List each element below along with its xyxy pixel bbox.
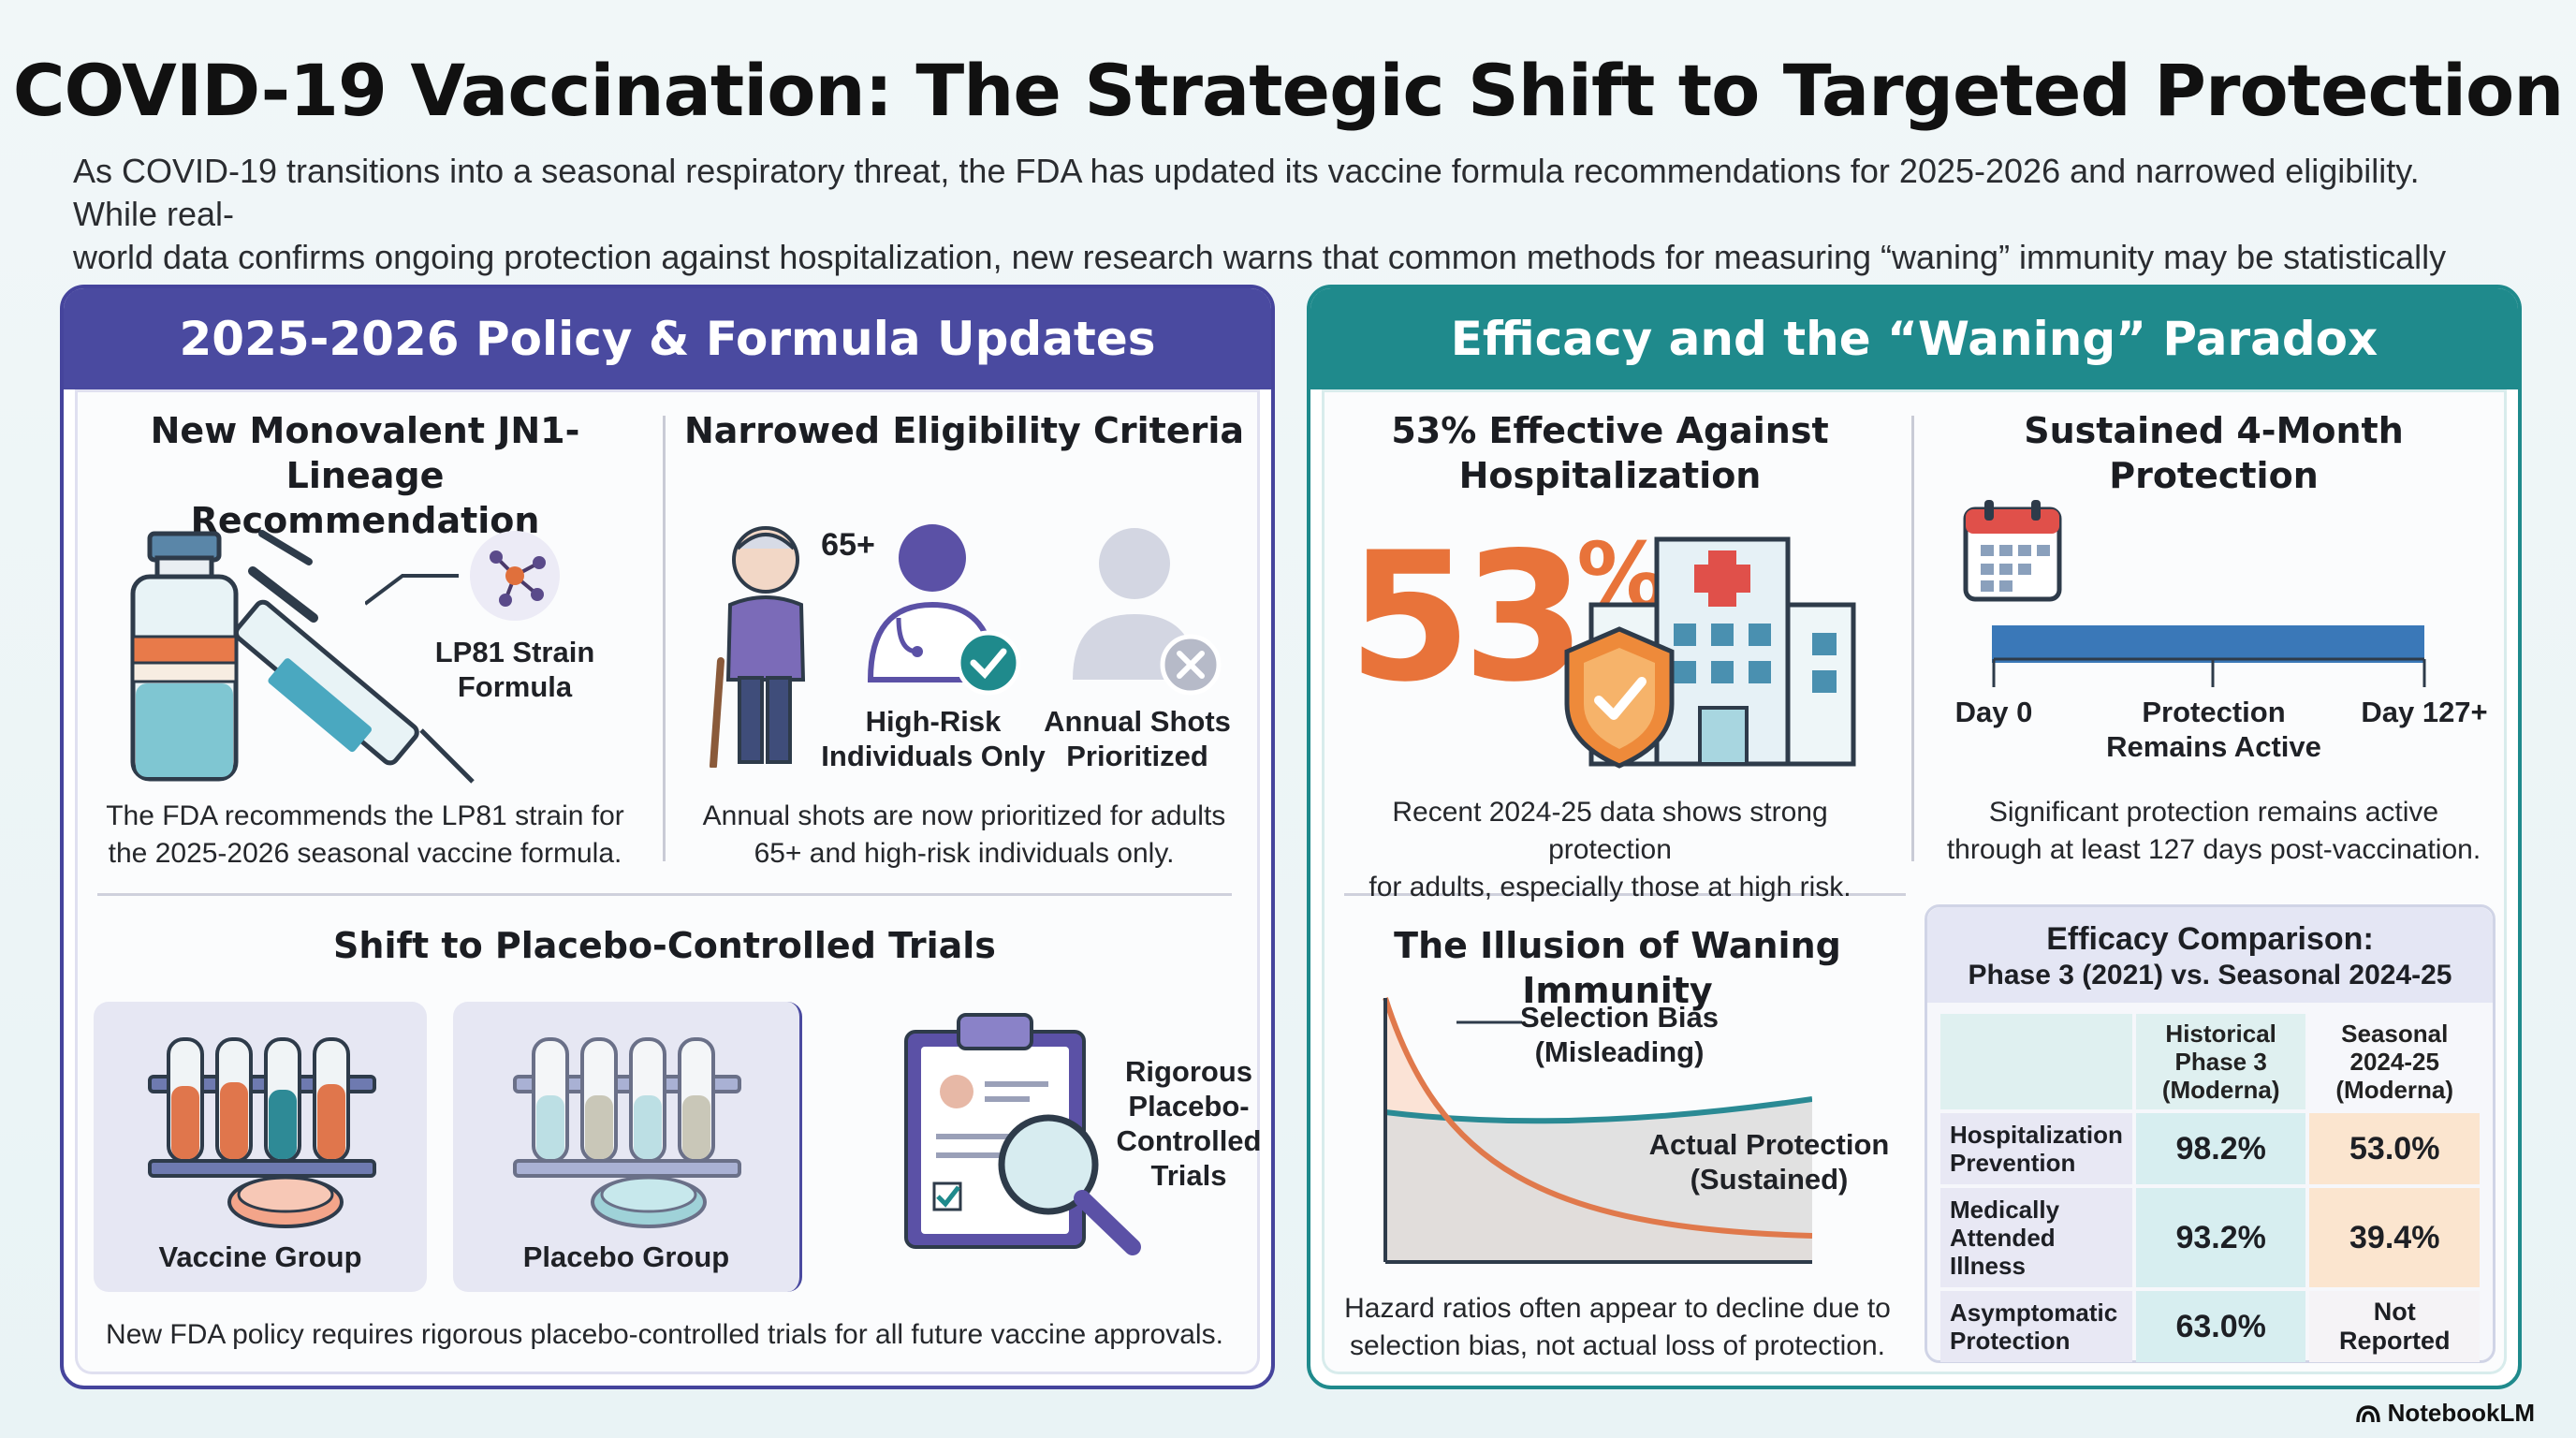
divider-horizontal bbox=[97, 893, 1232, 896]
row-label: Hospitalization Prevention bbox=[1940, 1113, 2132, 1184]
placebo-group-label: Placebo Group bbox=[522, 1240, 730, 1273]
rigorous-trials-label: Rigorous Placebo- Controlled Trials bbox=[1116, 1055, 1262, 1192]
magnifier-icon bbox=[998, 1114, 1141, 1255]
vaccine-vial-icon bbox=[130, 531, 239, 782]
page-title: COVID-19 Vaccination: The Strategic Shif… bbox=[12, 49, 2565, 132]
big-percentage-number: 53 bbox=[1348, 514, 1586, 721]
high-risk-illustration bbox=[867, 524, 1020, 696]
molecule-illustration bbox=[365, 531, 560, 621]
phase3-value: 93.2% bbox=[2135, 1188, 2306, 1287]
monovalent-description: The FDA recommends the LP81 strain for t… bbox=[106, 800, 624, 869]
divider-vertical bbox=[1911, 416, 1914, 861]
brand-label: NotebookLM bbox=[2387, 1399, 2535, 1427]
policy-panel-header: 2025-2026 Policy & Formula Updates bbox=[64, 288, 1271, 389]
divider-horizontal bbox=[1344, 893, 1906, 896]
petri-dish-icon bbox=[227, 1176, 344, 1228]
trial-illustration bbox=[904, 1013, 1141, 1255]
comparison-subtitle: Phase 3 (2021) vs. Seasonal 2024-25 bbox=[1968, 960, 2452, 990]
monovalent-title: New Monovalent JN1-Lineage Recommendatio… bbox=[150, 410, 580, 541]
seasonal-value: 53.0% bbox=[2309, 1113, 2480, 1184]
molecule-icon bbox=[470, 531, 560, 621]
test-tubes-icon bbox=[148, 1037, 376, 1178]
effective-description: Recent 2024-25 data shows strong protect… bbox=[1368, 797, 1852, 902]
syringe-icon bbox=[233, 530, 475, 784]
timeline-middle: Protection Remains Active bbox=[2106, 696, 2321, 763]
selection-bias-label: Selection Bias (Misleading) bbox=[1520, 1001, 1719, 1068]
timeline-end: Day 127+ bbox=[2361, 696, 2488, 728]
annual-shots-illustration bbox=[1073, 528, 1222, 696]
actual-protection-label: Actual Protection (Sustained) bbox=[1648, 1128, 1890, 1196]
timeline-bar bbox=[1992, 625, 2426, 687]
comparison-header: Efficacy Comparison: Phase 3 (2021) vs. … bbox=[1927, 907, 2493, 1003]
table-row: Hospitalization Prevention 98.2% 53.0% bbox=[1940, 1113, 2480, 1184]
trials-title: Shift to Placebo-Controlled Trials bbox=[333, 925, 996, 966]
strain-label: LP81 Strain Formula bbox=[434, 636, 595, 703]
comparison-table: Historical Phase 3 (Moderna) Seasonal 20… bbox=[1927, 1003, 2493, 1373]
elderly-person-icon bbox=[710, 526, 806, 768]
calendar-icon bbox=[1963, 500, 2062, 602]
petri-dish-icon bbox=[591, 1176, 707, 1228]
checkmark-icon bbox=[956, 630, 1020, 696]
annual-shots-label: Annual Shots Prioritized bbox=[1044, 705, 1231, 772]
notebooklm-brand: NotebookLM bbox=[2355, 1399, 2535, 1428]
comparison-title: Efficacy Comparison: bbox=[2046, 921, 2374, 957]
x-mark-icon bbox=[1160, 634, 1222, 696]
phase3-value: 98.2% bbox=[2135, 1113, 2306, 1184]
age-label: 65+ bbox=[821, 527, 875, 563]
seasonal-value: Not Reported bbox=[2309, 1291, 2480, 1362]
placebo-group-card: Placebo Group bbox=[453, 1002, 802, 1292]
effective-title: 53% Effective Against Hospitalization bbox=[1391, 410, 1829, 496]
divider-vertical bbox=[663, 416, 666, 861]
row-label: Asymptomatic Protection bbox=[1940, 1291, 2132, 1362]
row-label: Medically Attended Illness bbox=[1940, 1188, 2132, 1287]
test-tubes-icon bbox=[513, 1037, 741, 1178]
sustained-title: Sustained 4-Month Protection bbox=[2024, 410, 2404, 496]
vaccine-illustration bbox=[130, 530, 475, 784]
vaccine-group-label: Vaccine Group bbox=[158, 1240, 362, 1273]
column-header-phase3: Historical Phase 3 (Moderna) bbox=[2135, 1014, 2306, 1109]
sustained-description: Significant protection remains active th… bbox=[1946, 797, 2481, 865]
trials-description: New FDA policy requires rigorous placebo… bbox=[106, 1319, 1223, 1350]
vaccine-group-card: Vaccine Group bbox=[94, 1002, 427, 1292]
hospital-illustration bbox=[1564, 536, 1856, 769]
shield-icon bbox=[1564, 626, 1675, 769]
efficacy-panel-header: Efficacy and the “Waning” Paradox bbox=[1310, 288, 2518, 389]
eligibility-description: Annual shots are now prioritized for adu… bbox=[702, 800, 1226, 869]
notebooklm-logo-icon bbox=[2355, 1404, 2380, 1422]
table-row: Asymptomatic Protection 63.0% Not Report… bbox=[1940, 1291, 2480, 1362]
phase3-value: 63.0% bbox=[2135, 1291, 2306, 1362]
high-risk-label: High-Risk Individuals Only bbox=[821, 705, 1046, 772]
efficacy-comparison-card: Efficacy Comparison: Phase 3 (2021) vs. … bbox=[1925, 904, 2496, 1363]
seasonal-value: 39.4% bbox=[2309, 1188, 2480, 1287]
timeline-start: Day 0 bbox=[1954, 696, 2033, 728]
table-row: Medically Attended Illness 93.2% 39.4% bbox=[1940, 1188, 2480, 1287]
column-header-seasonal: Seasonal 2024-25 (Moderna) bbox=[2335, 1020, 2454, 1104]
illusion-description: Hazard ratios often appear to decline du… bbox=[1344, 1293, 1891, 1361]
illusion-title: The Illusion of Waning Immunity bbox=[1394, 925, 1841, 1011]
table-header-row: Historical Phase 3 (Moderna) Seasonal 20… bbox=[1940, 1014, 2480, 1109]
eligibility-title: Narrowed Eligibility Criteria bbox=[683, 410, 1245, 451]
intro-line-1: As COVID-19 transitions into a seasonal … bbox=[73, 152, 2420, 233]
waning-illustration bbox=[1383, 997, 1812, 1264]
